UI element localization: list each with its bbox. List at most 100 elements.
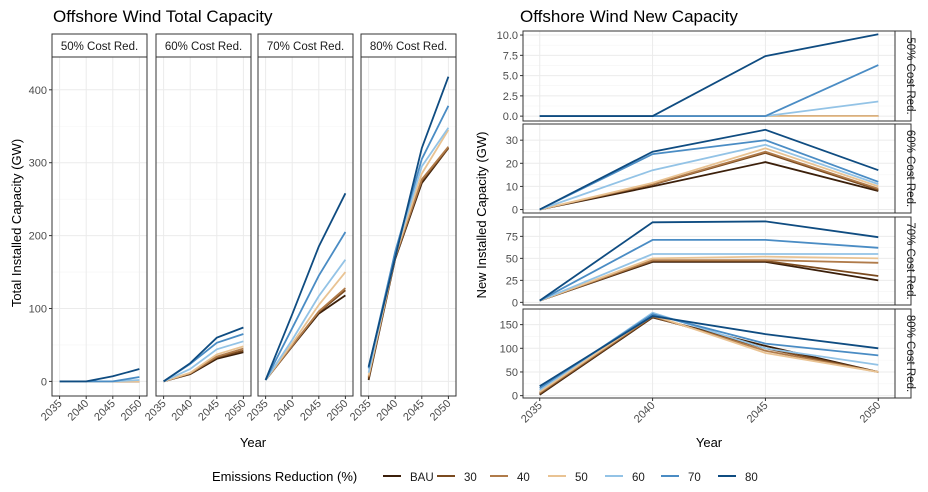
legend-item: BAU — [383, 472, 434, 484]
y-tick-label: 0 — [512, 391, 518, 403]
facet-strip — [51, 33, 148, 58]
x-tick-label: 2050 — [325, 398, 351, 424]
right-x-axis-label: Year — [696, 435, 723, 450]
x-tick-label: 2035 — [39, 398, 65, 424]
y-tick-label: 400 — [29, 85, 47, 97]
right-chart-title: Offshore Wind New Capacity — [520, 7, 738, 26]
series-line — [539, 33, 879, 117]
y-tick-label: 20 — [506, 158, 518, 170]
y-tick-label: 10 — [506, 181, 518, 193]
series-line — [539, 143, 879, 211]
left-chart-title: Offshore Wind Total Capacity — [53, 7, 273, 26]
legend-label: 60 — [632, 472, 645, 484]
left-x-axis-label: Year — [240, 435, 267, 450]
series-line — [539, 151, 879, 211]
x-tick-label: 2050 — [428, 398, 454, 424]
y-axis: 0 100 200 300 400 — [29, 85, 52, 388]
x-tick-label: 2045 — [196, 398, 222, 424]
facet-strip — [257, 33, 354, 58]
legend-item: 70 — [661, 472, 701, 484]
facet-panel: 80% Cost Red. 0 50 100 150 — [500, 308, 916, 403]
series-line — [367, 147, 450, 379]
y-tick-label: 5.0 — [503, 71, 518, 83]
panel-border — [522, 308, 896, 399]
y-tick-label: 150 — [500, 320, 518, 332]
facet-strip — [894, 123, 912, 214]
legend-item: 60 — [605, 472, 645, 484]
series-line — [539, 147, 879, 211]
y-tick-label: 75 — [506, 231, 518, 243]
facet-strip-label: 70% Cost Red. — [267, 41, 344, 53]
facet-strip-label: 70% Cost Red. — [904, 222, 916, 299]
series-line — [163, 345, 244, 383]
x-tick-label: 2035 — [348, 398, 374, 424]
x-tick-label: 2045 — [92, 398, 118, 424]
legend-label: 70 — [688, 472, 701, 484]
facet-strip-label: 60% Cost Red. — [904, 130, 916, 207]
x-tick-label: 2045 — [745, 400, 771, 426]
facet-panel: 60% Cost Red. 0 10 20 30 — [506, 123, 916, 217]
facet-strip-label: 60% Cost Red. — [165, 41, 242, 53]
series-line — [539, 100, 879, 117]
series-line — [539, 128, 879, 211]
y-tick-label: 300 — [29, 158, 47, 170]
facet-strip — [894, 308, 912, 399]
left-y-axis-label: Total Installed Capacity (GW) — [9, 139, 24, 307]
series-line — [163, 340, 244, 383]
y-tick-label: 100 — [500, 343, 518, 355]
y-tick-label: 0 — [41, 376, 47, 388]
x-axis: 2035 2040 2045 2050 — [519, 398, 883, 425]
y-tick-label: 25 — [506, 275, 518, 287]
y-tick-label: 0.0 — [503, 111, 518, 123]
x-tick-label: 2040 — [632, 400, 658, 426]
legend: Emissions Reduction (%) BAU 30 40 50 60 70 80 — [212, 469, 758, 484]
facet-strip — [155, 33, 252, 58]
y-tick-label: 10.0 — [497, 30, 518, 42]
x-tick-label: 2050 — [858, 400, 884, 426]
facet-strip — [360, 33, 457, 58]
legend-label: 40 — [517, 472, 530, 484]
y-tick-label: 200 — [29, 231, 47, 243]
facet-panel: 70% Cost Red. 0 25 50 75 — [506, 216, 916, 309]
series-line — [264, 231, 347, 381]
facet-panel: 70% Cost Red. 2035 2040 2045 2050 — [245, 33, 354, 424]
series-line — [539, 220, 879, 302]
series-line — [264, 192, 347, 381]
series-line — [539, 315, 879, 387]
y-tick-label: 100 — [29, 304, 47, 316]
y-tick-label: 7.5 — [503, 50, 518, 62]
legend-label: 30 — [464, 472, 477, 484]
x-tick-label: 2040 — [66, 398, 92, 424]
x-tick-label: 2040 — [272, 398, 298, 424]
facet-strip-label: 80% Cost Red. — [370, 41, 447, 53]
right-chart-panels: 50% Cost Red. 0.0 2.5 5.0 7.5 10.0 60% Cost Re… — [497, 30, 916, 425]
legend-item: 50 — [548, 472, 588, 484]
facet-strip-label: 80% Cost Red. — [904, 315, 916, 392]
facet-strip — [894, 216, 912, 306]
facet-panel: 50% Cost Red. 0.0 2.5 5.0 7.5 10.0 — [497, 30, 916, 123]
y-tick-label: 50 — [506, 367, 518, 379]
legend-item: 40 — [490, 472, 530, 484]
right-y-axis-label: New Installed Capacity (GW) — [474, 132, 489, 299]
y-tick-label: 2.5 — [503, 91, 518, 103]
series-line — [367, 129, 450, 376]
x-tick-label: 2035 — [519, 400, 545, 426]
y-tick-label: 50 — [506, 253, 518, 265]
series-line — [264, 259, 347, 381]
y-tick-label: 30 — [506, 135, 518, 147]
facet-strip-label: 50% Cost Red. — [904, 37, 916, 114]
series-line — [163, 326, 244, 383]
facet-strip — [894, 30, 912, 122]
legend-label: 80 — [745, 472, 758, 484]
x-tick-label: 2045 — [401, 398, 427, 424]
x-tick-label: 2045 — [298, 398, 324, 424]
x-tick-label: 2040 — [375, 398, 401, 424]
series-line — [367, 146, 450, 378]
facet-panel: 50% Cost Red. 2035 2040 2045 2050 — [39, 33, 148, 424]
series-line — [539, 314, 879, 393]
y-tick-label: 0 — [512, 297, 518, 309]
series-line — [539, 139, 879, 211]
